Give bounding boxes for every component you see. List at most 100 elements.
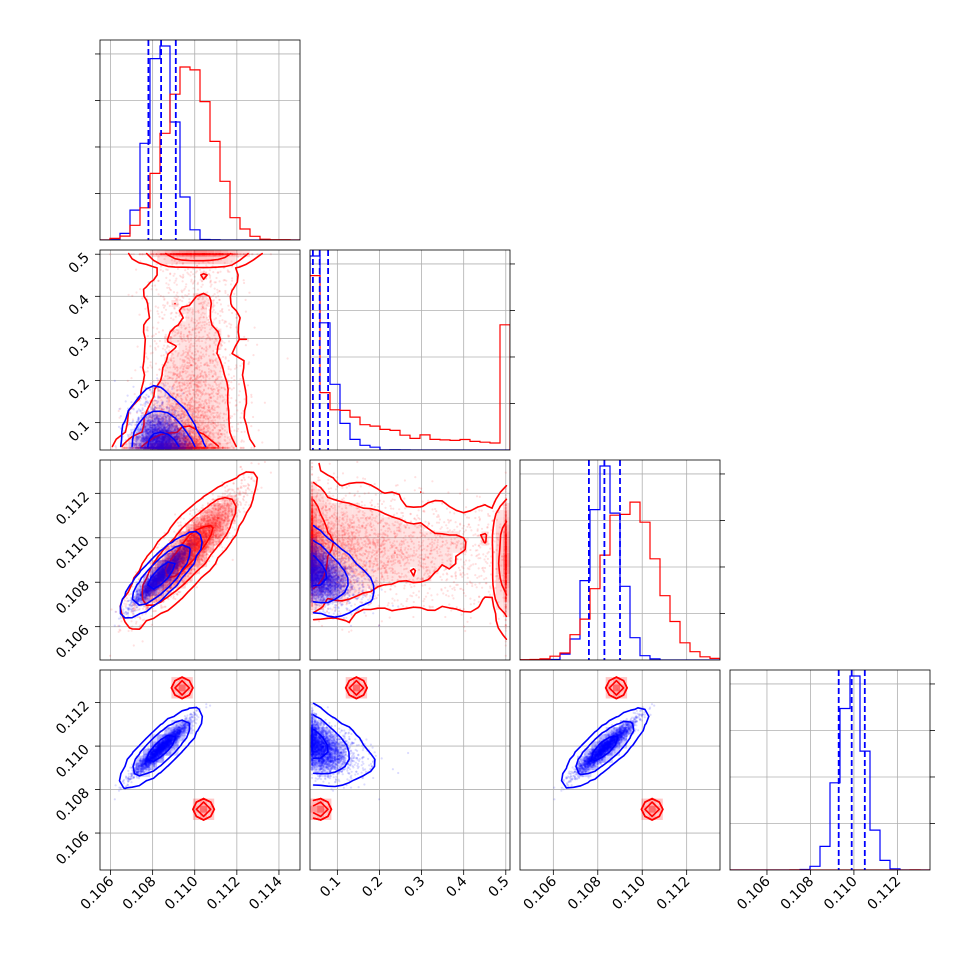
scatter-point (237, 428, 239, 430)
scatter-point (251, 253, 253, 255)
scatter-point (219, 320, 221, 322)
scatter-point (227, 305, 229, 307)
scatter-point (216, 289, 218, 291)
scatter-point (157, 313, 159, 315)
scatter-point (142, 404, 144, 406)
scatter-point (247, 384, 249, 386)
scatter-point (239, 365, 241, 367)
scatter-point (233, 413, 235, 415)
scatter-point (239, 378, 241, 380)
scatter-point (130, 377, 132, 379)
scatter-point (219, 290, 221, 292)
scatter-point (185, 286, 187, 288)
scatter-point (151, 285, 153, 287)
scatter-point (176, 344, 178, 346)
scatter-point (239, 401, 241, 403)
scatter-point (200, 279, 202, 281)
scatter-point (109, 253, 111, 255)
scatter-point (194, 276, 196, 278)
scatter-point (167, 345, 169, 347)
scatter-point (192, 283, 194, 285)
scatter-point (240, 422, 242, 424)
scatter-point (245, 311, 247, 313)
scatter-point (162, 270, 164, 272)
scatter-point (152, 381, 154, 383)
scatter-point (214, 293, 216, 295)
scatter-point (182, 276, 184, 278)
scatter-point (175, 312, 177, 314)
scatter-point (251, 402, 253, 404)
scatter-point (175, 278, 177, 280)
scatter-point (135, 269, 137, 271)
scatter-point (181, 300, 183, 302)
scatter-point (134, 393, 136, 395)
scatter-point (149, 310, 151, 312)
scatter-point (147, 358, 149, 360)
scatter-point (159, 340, 161, 342)
scatter-point (224, 284, 226, 286)
scatter-point (223, 322, 225, 324)
scatter-point (165, 277, 167, 279)
scatter-point (210, 284, 212, 286)
scatter-point (158, 280, 160, 282)
scatter-point (128, 294, 130, 296)
scatter-point (219, 271, 221, 273)
scatter-point (177, 296, 179, 298)
scatter-point (172, 319, 174, 321)
scatter-point (233, 429, 235, 431)
panel-1-0 (100, 250, 300, 450)
scatter-point (217, 313, 219, 315)
scatter-point (229, 402, 231, 404)
scatter-point (176, 292, 178, 294)
scatter-point (221, 319, 223, 321)
scatter-point (182, 297, 184, 299)
scatter-point (188, 273, 190, 275)
scatter-point (231, 377, 233, 379)
scatter-point (209, 281, 211, 283)
scatter-point (179, 275, 181, 277)
scatter-point (169, 288, 171, 290)
scatter-point (287, 357, 289, 359)
scatter-point (228, 366, 230, 368)
scatter-point (238, 394, 240, 396)
scatter-point (168, 349, 170, 351)
scatter-point (178, 315, 180, 317)
scatter-point (160, 295, 162, 297)
scatter-point (187, 268, 189, 270)
scatter-point (245, 344, 247, 346)
scatter-point (156, 328, 158, 330)
scatter-point (235, 326, 237, 328)
scatter-point (219, 322, 221, 324)
scatter-point (231, 388, 233, 390)
scatter-point (158, 368, 160, 370)
scatter-point (228, 309, 230, 311)
scatter-point (165, 282, 167, 284)
scatter-point (163, 314, 165, 316)
scatter-point (210, 285, 212, 287)
scatter-point (179, 299, 181, 301)
scatter-point (241, 412, 243, 414)
scatter-point (156, 374, 158, 376)
scatter-point (184, 288, 186, 290)
scatter-point (219, 280, 221, 282)
scatter-point (157, 322, 159, 324)
scatter-point (230, 397, 232, 399)
scatter-point (193, 287, 195, 289)
scatter-point (215, 296, 217, 298)
scatter-point (230, 368, 232, 370)
scatter-point (236, 317, 238, 319)
scatter-point (150, 391, 152, 393)
scatter-point (184, 294, 186, 296)
scatter-point (138, 314, 140, 316)
scatter-point (196, 270, 198, 272)
scatter-point (141, 297, 143, 299)
scatter-point (228, 373, 230, 375)
scatter-point (226, 325, 228, 327)
scatter-point (154, 284, 156, 286)
scatter-point (236, 409, 238, 411)
scatter-point (168, 292, 170, 294)
scatter-point (188, 298, 190, 300)
scatter-point (233, 375, 235, 377)
scatter-point (184, 269, 186, 271)
scatter-point (182, 280, 184, 282)
